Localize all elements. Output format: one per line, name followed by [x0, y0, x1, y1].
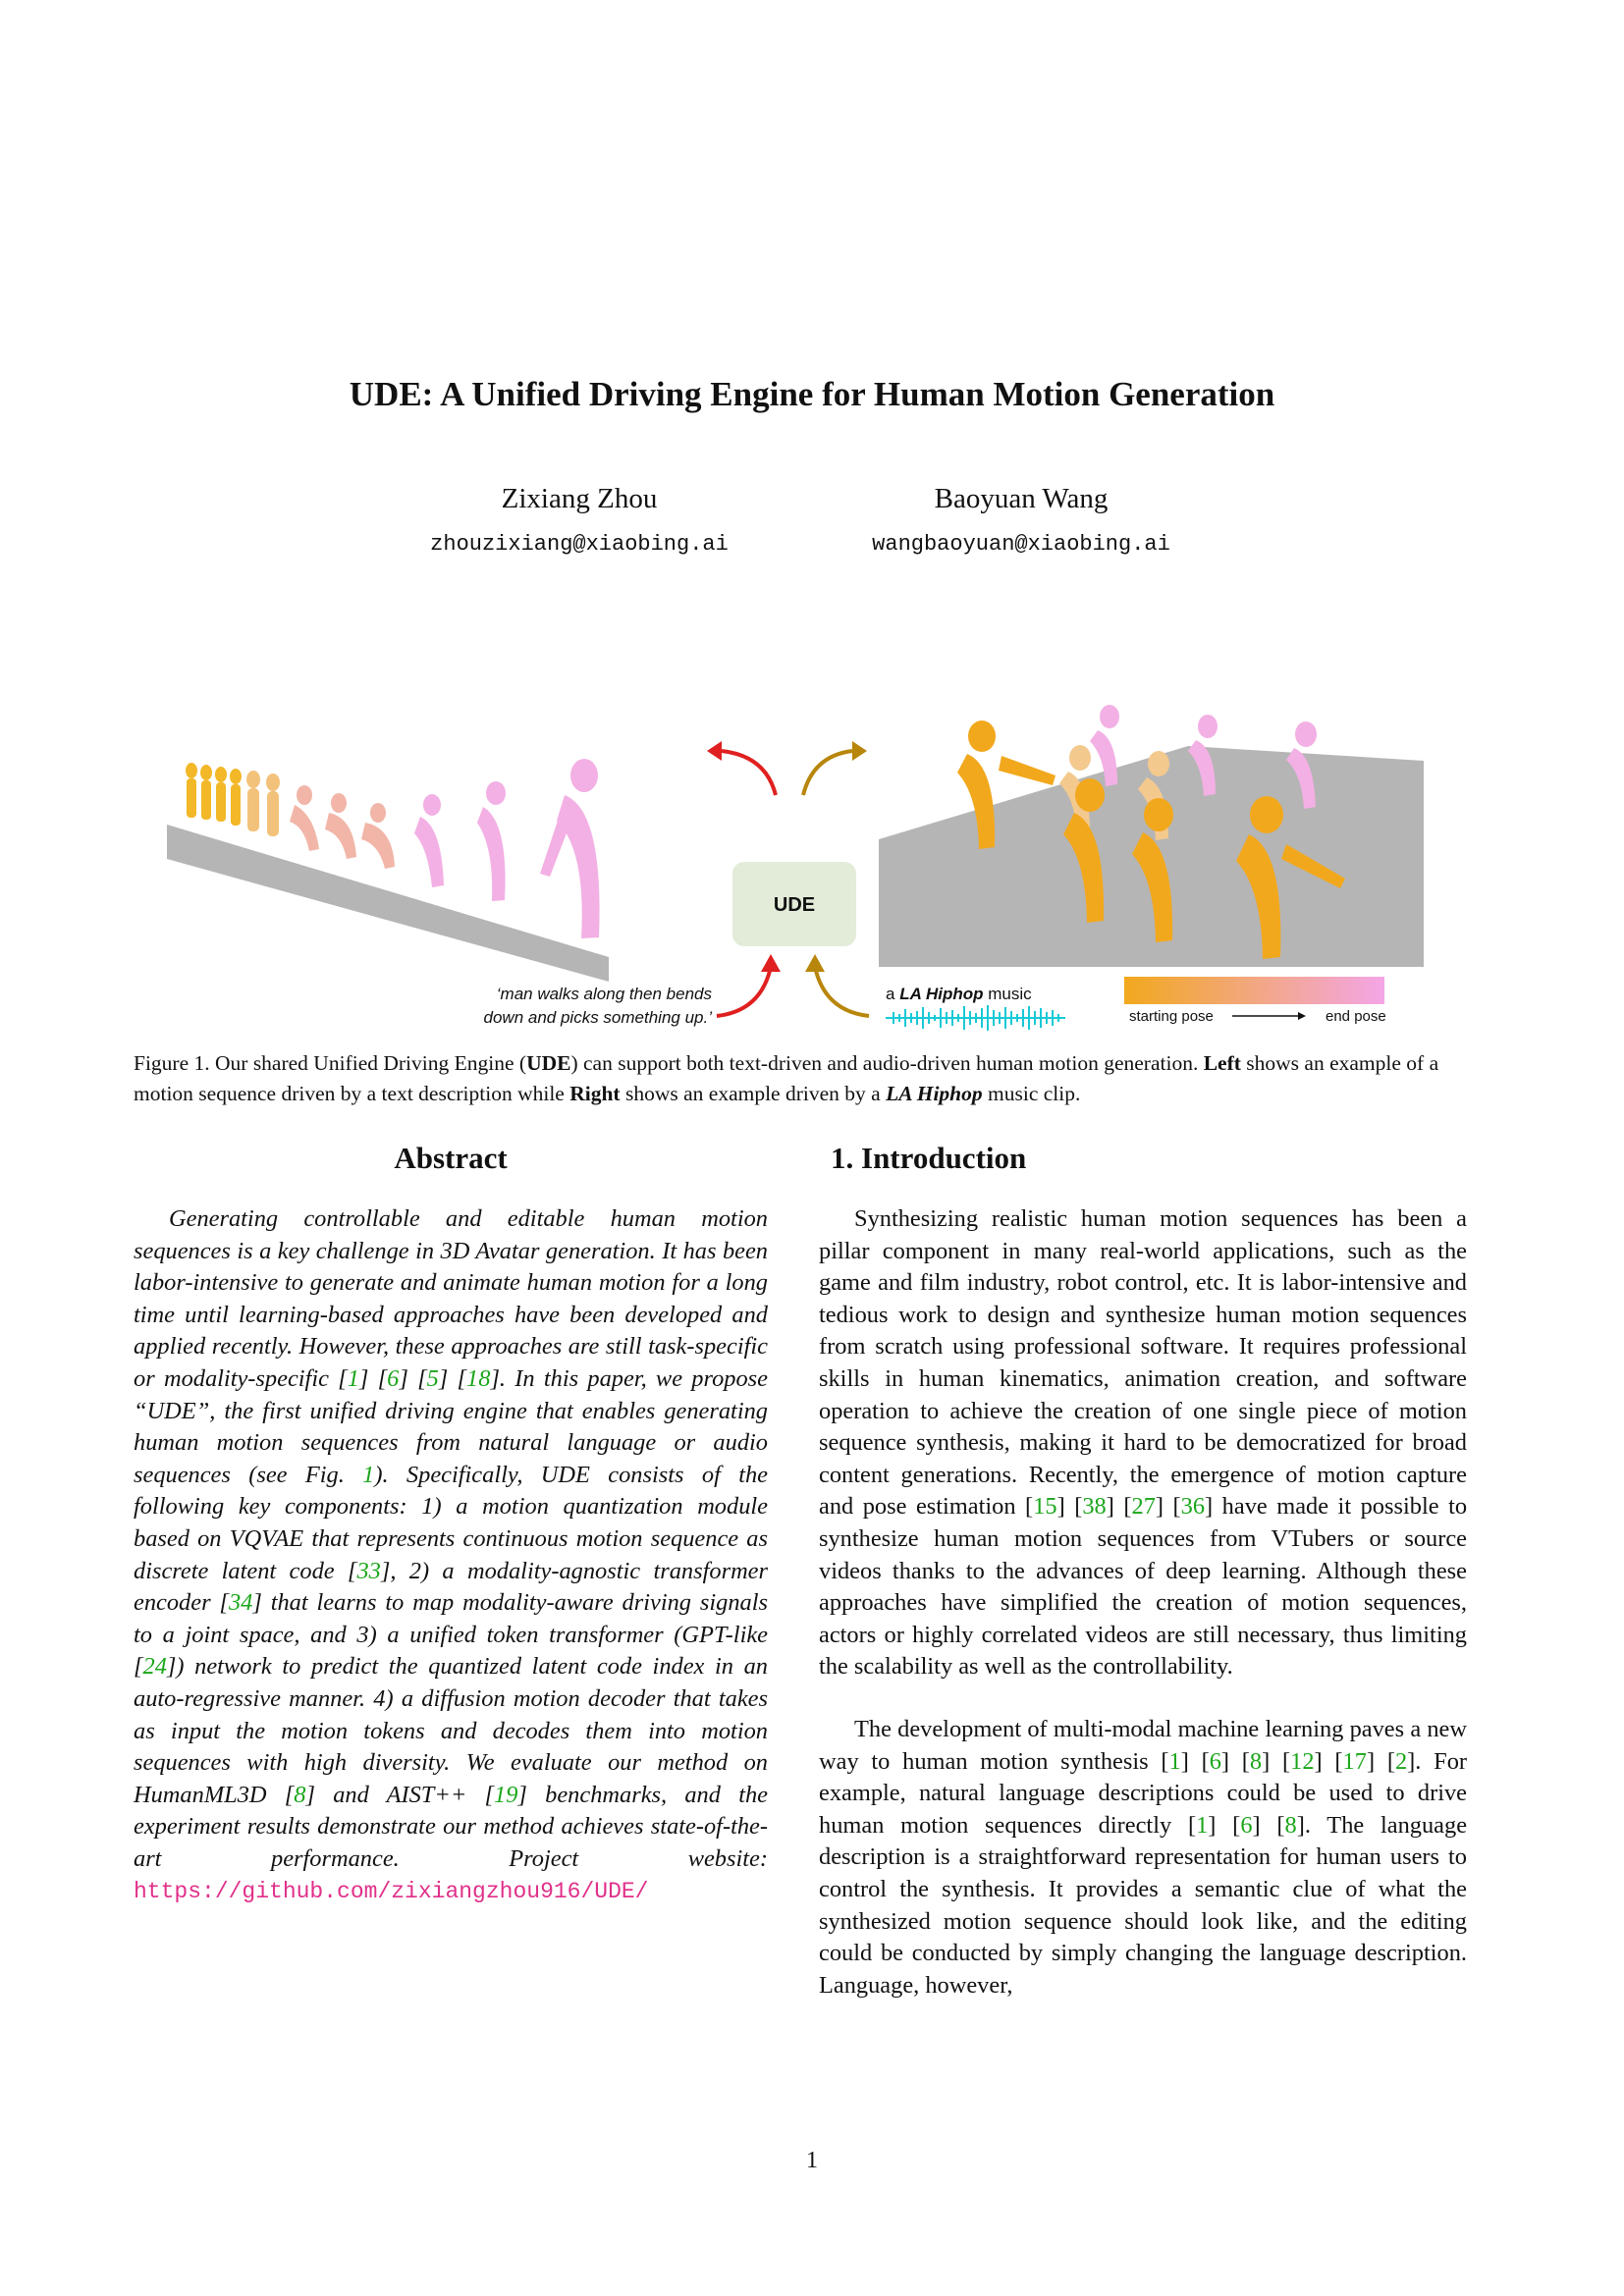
abstract-text: Generating controllable and editable hum…	[134, 1205, 768, 1905]
abstract-heading: Abstract	[394, 1141, 508, 1175]
page-number: 1	[806, 2148, 818, 2173]
gold-arrow-in	[813, 966, 870, 1018]
introduction-heading: 1. Introduction	[831, 1141, 1027, 1175]
text-driven-motion-sequence	[186, 759, 600, 938]
author-email-2: wangbaoyuan@xiaobing.ai	[872, 532, 1170, 557]
text-prompt-line-2: down and picks something up.’	[484, 1008, 713, 1027]
end-pose-label: end pose	[1326, 1008, 1386, 1025]
paper-title: UDE: A Unified Driving Engine for Human …	[349, 375, 1275, 413]
left-floor	[167, 825, 609, 982]
audio-driven-motion-sequence	[957, 705, 1345, 959]
text-prompt-line-1: ‘man walks along then bends	[497, 985, 713, 1003]
music-label: a LA Hiphop music	[886, 985, 1032, 1003]
red-arrow-up	[721, 749, 778, 796]
intro-paragraph-2: The development of multi-modal machine l…	[819, 1716, 1468, 1999]
figure-caption: Figure 1. Our shared Unified Driving Eng…	[134, 1051, 1439, 1105]
ude-box	[732, 862, 856, 946]
teaser-figure: UDE ‘man walks along then bends down and…	[167, 705, 1424, 1031]
author-name-1: Zixiang Zhou	[501, 483, 658, 514]
audio-waveform	[886, 1005, 1065, 1031]
pose-gradient-bar	[1124, 977, 1384, 1004]
gold-arrow-up	[801, 749, 853, 796]
red-arrow-in	[716, 966, 773, 1018]
author-email-1: zhouzixiang@xiaobing.ai	[430, 532, 729, 557]
starting-pose-label: starting pose	[1129, 1008, 1214, 1025]
ude-box-label: UDE	[774, 894, 815, 916]
author-name-2: Baoyuan Wang	[934, 483, 1109, 514]
intro-paragraph-1: Synthesizing realistic human motion sequ…	[819, 1205, 1468, 1681]
project-url-link[interactable]: https://github.com/zixiangzhou916/UDE/	[134, 1879, 649, 1905]
